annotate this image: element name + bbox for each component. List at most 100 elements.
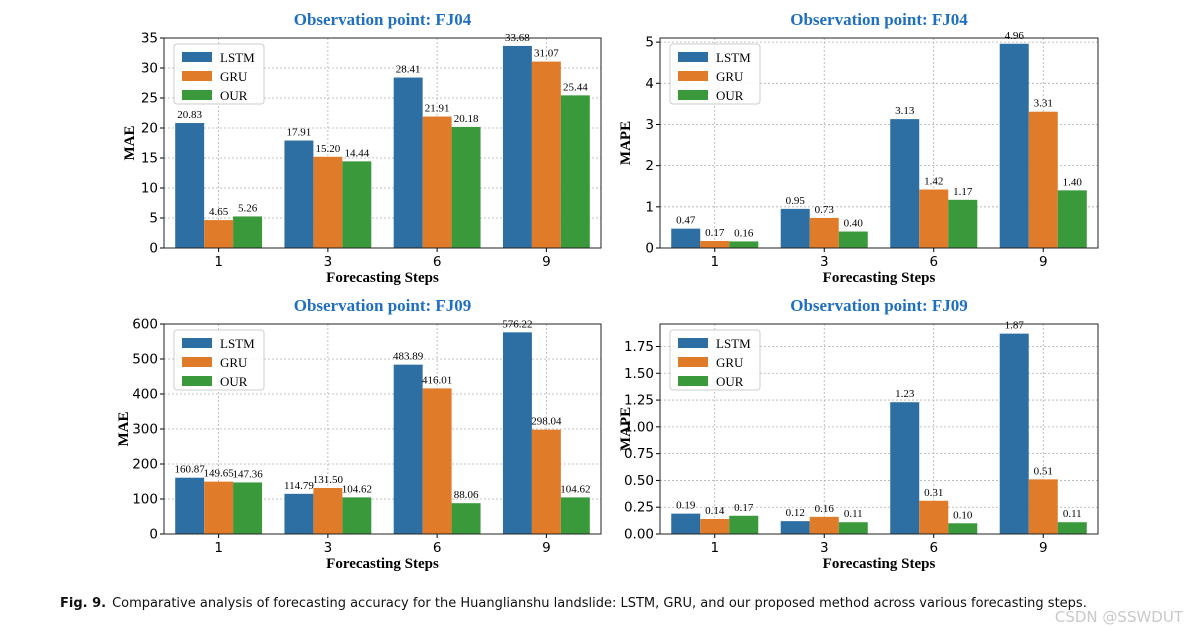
bar-value-label: 3.31 [1034,98,1053,110]
y-tick-label: 5 [149,211,158,227]
chart-title: Observation point: FJ04 [790,10,968,29]
bar-our [233,216,263,248]
bar-value-label: 114.79 [284,480,314,492]
legend: LSTM GRU OUR [173,329,265,391]
bar-lstm [502,45,532,248]
legend-swatch-our [182,376,212,386]
bar-value-label: 88.06 [454,489,479,501]
bar-value-label: 0.31 [924,487,943,499]
bar-our [729,241,759,248]
legend-swatch-lstm [678,338,708,348]
legend-swatch-lstm [182,52,212,62]
y-axis-label: MAE [116,412,132,447]
figure-caption: Fig. 9. Comparative analysis of forecasti… [60,596,1160,611]
bar-value-label: 25.44 [563,81,588,93]
legend-swatch-our [678,376,708,386]
y-tick-label: 4 [645,76,654,92]
x-tick-label: 1 [710,254,719,270]
x-tick-label: 1 [214,540,223,556]
bar-value-label: 0.12 [786,507,805,519]
x-axis-label: Forecasting Steps [823,556,936,572]
chart-title: Observation point: FJ04 [294,10,472,29]
bar-our [342,497,372,534]
legend-label-gru: GRU [220,69,248,84]
x-tick-label: 6 [929,254,938,270]
bar-value-label: 131.50 [313,474,344,486]
bar-lstm [393,77,423,248]
y-tick-label: 2 [645,158,654,174]
y-tick-label: 25 [141,91,158,107]
y-tick-label: 300 [132,422,158,438]
legend-swatch-gru [678,71,708,81]
x-tick-label: 3 [820,540,829,556]
bar-value-label: 160.87 [175,464,206,476]
bar-value-label: 1.42 [924,176,943,188]
bar-value-label: 1.40 [1063,176,1083,188]
y-tick-label: 1.00 [624,419,654,435]
bar-gru [422,388,452,534]
chart-2: 0 1 2 3 4 5 0.47 0.95 3.13 4.96 0.17 0.73 1.42 3.31 0.… [618,10,1099,286]
bar-gru [313,156,343,248]
bar-value-label: 31.07 [534,48,559,60]
x-tick-label: 1 [214,254,223,270]
x-tick-label: 9 [1039,254,1048,270]
legend-swatch-lstm [678,52,708,62]
x-axis-label: Forecasting Steps [823,270,936,286]
bar-lstm [890,119,920,248]
chart-1: 0510152025303520.8317.9128.4133.684.6515… [122,10,602,286]
y-tick-label: 1 [645,199,654,215]
y-tick-label: 0.50 [624,473,654,489]
bar-gru [919,500,949,534]
bar-value-label: 0.73 [815,204,835,216]
watermark: CSDN @SSWDUT [1054,608,1183,626]
y-tick-label: 0.75 [624,446,654,462]
x-tick-label: 1 [710,540,719,556]
bar-our [233,482,263,534]
bar-our [948,523,978,534]
bar-gru [1028,111,1058,249]
bar-lstm [502,332,532,534]
bar-gru [919,189,949,248]
y-tick-label: 1.25 [624,393,654,409]
legend-label-our: OUR [716,88,744,103]
y-tick-label: 5 [645,35,654,51]
legend-label-our: OUR [220,374,248,389]
bar-gru [809,217,839,248]
bar-value-label: 0.14 [705,505,725,517]
y-tick-label: 0.00 [624,527,654,543]
bar-gru [1028,479,1058,534]
bar-our [838,231,868,248]
legend-swatch-gru [678,357,708,367]
bar-value-label: 3.13 [895,105,915,117]
bar-value-label: 5.26 [238,202,258,214]
plot-frame [163,323,602,535]
bar-value-label: 4.65 [209,206,229,218]
bar-value-label: 483.89 [393,351,424,363]
bar-value-label: 0.19 [676,500,696,512]
y-tick-label: 400 [132,387,158,403]
bar-gru [700,519,730,534]
x-tick-label: 9 [1039,540,1048,556]
bar-value-label: 0.51 [1034,465,1053,477]
bar-value-label: 4.96 [1005,30,1025,42]
bar-lstm [999,333,1029,534]
y-tick-label: 35 [141,31,158,47]
bar-our [948,199,978,248]
bar-lstm [284,493,314,534]
chart-3: 0100200300400500600160.87114.79483.89576… [116,296,602,572]
legend: LSTM GRU OUR [669,43,761,105]
y-tick-label: 600 [132,317,158,333]
y-tick-label: 200 [132,457,158,473]
bar-lstm [780,521,810,534]
bar-our [1057,190,1087,248]
bar-value-label: 1.23 [895,388,915,400]
y-tick-label: 1.75 [624,339,654,355]
legend-label-gru: GRU [220,355,248,370]
legend: LSTM GRU OUR [173,43,265,105]
x-tick-label: 6 [929,540,938,556]
y-tick-label: 20 [141,121,158,137]
legend-swatch-our [182,90,212,100]
legend-swatch-gru [182,71,212,81]
bar-value-label: 298.04 [531,416,562,428]
x-tick-label: 6 [433,540,442,556]
